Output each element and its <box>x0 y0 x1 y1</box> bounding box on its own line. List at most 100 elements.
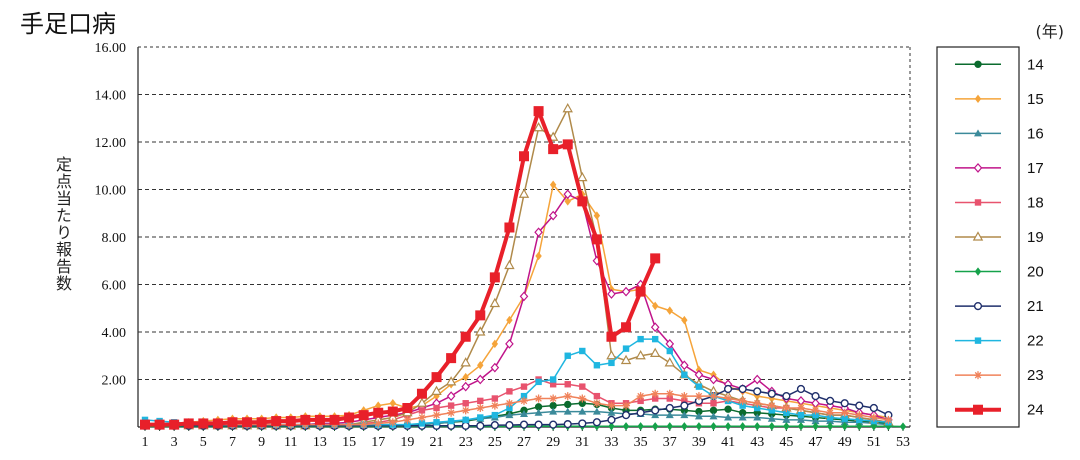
legend: 14 15 16 17 18 19 20 21 22 23 24 <box>936 46 1044 428</box>
data-point <box>666 422 673 431</box>
legend-label: 14 <box>1027 56 1044 73</box>
data-point <box>549 420 558 429</box>
legend-label: 24 <box>1027 402 1044 419</box>
data-point <box>620 354 632 365</box>
data-point <box>431 372 442 383</box>
data-point <box>651 335 659 343</box>
data-point <box>519 420 529 429</box>
x-tick-label: 7 <box>229 435 236 450</box>
x-tick-label: 9 <box>258 435 265 450</box>
data-point <box>593 211 601 220</box>
data-point <box>608 422 615 431</box>
data-point <box>768 394 776 403</box>
y-tick-label: 12.00 <box>95 136 127 151</box>
data-point <box>329 414 340 425</box>
data-point <box>462 372 469 382</box>
data-point <box>404 421 411 428</box>
data-point <box>345 420 354 429</box>
data-point <box>635 286 646 297</box>
y-tick-label: 16.00 <box>95 41 127 56</box>
data-point <box>768 407 776 414</box>
x-axis-ticks: 1 3 5 7 9 11 13 15 17 19 21 23 25 27 29 31 33 35 37 39 41 43 4… <box>142 427 910 450</box>
data-point <box>431 385 442 395</box>
x-tick-label: 49 <box>838 435 852 450</box>
data-point <box>490 421 499 430</box>
data-point <box>227 417 238 428</box>
data-point <box>694 392 703 401</box>
x-tick-label: 29 <box>546 435 560 450</box>
data-point <box>460 331 471 342</box>
data-point <box>723 384 733 394</box>
x-tick-label: 45 <box>779 435 793 450</box>
data-point <box>607 401 616 410</box>
data-point <box>974 60 982 68</box>
y-tick-label: 2.00 <box>102 374 127 389</box>
legend-label: 21 <box>1027 298 1044 315</box>
data-point <box>461 381 470 392</box>
series-line <box>145 393 889 426</box>
legend-unit-label: (年) <box>1035 22 1065 41</box>
data-point <box>621 411 631 420</box>
data-point <box>973 301 983 311</box>
series-15 <box>141 180 892 429</box>
data-point <box>650 322 660 333</box>
data-point <box>782 415 791 423</box>
data-point <box>506 388 513 395</box>
data-point <box>506 404 513 412</box>
legend-label: 16 <box>1027 125 1044 142</box>
data-point <box>563 392 572 401</box>
data-point <box>579 383 586 390</box>
data-point <box>637 335 644 343</box>
x-tick-label: 51 <box>867 435 881 450</box>
data-point <box>651 301 659 311</box>
data-point <box>972 231 984 241</box>
data-point <box>140 419 150 430</box>
data-point <box>491 411 499 419</box>
data-point <box>840 399 849 408</box>
data-point <box>856 422 863 431</box>
data-point <box>593 362 601 369</box>
data-point <box>564 352 571 359</box>
data-point <box>504 259 515 270</box>
legend-label: 20 <box>1027 264 1044 281</box>
data-point <box>505 338 514 349</box>
data-point <box>593 392 601 400</box>
data-point <box>797 422 805 431</box>
data-point <box>592 407 601 415</box>
data-point <box>389 399 397 408</box>
data-point <box>681 397 688 405</box>
data-point <box>402 403 413 413</box>
data-point <box>637 422 644 431</box>
data-point <box>606 331 617 342</box>
data-point <box>607 289 616 299</box>
data-point <box>519 291 529 302</box>
data-point <box>535 251 542 261</box>
data-point <box>651 411 660 419</box>
data-point <box>505 411 514 419</box>
data-point <box>549 376 557 383</box>
legend-item-20: 20 <box>955 264 1044 281</box>
data-point <box>666 306 673 315</box>
data-point <box>548 210 558 221</box>
data-point <box>212 418 223 429</box>
data-point <box>841 415 848 422</box>
x-tick-label: 13 <box>313 435 327 450</box>
data-point <box>738 384 747 394</box>
series-lines <box>139 103 907 431</box>
legend-item-15: 15 <box>955 91 1044 108</box>
data-point <box>520 409 528 417</box>
data-point <box>782 392 791 401</box>
data-point <box>796 404 805 412</box>
data-point <box>461 406 470 415</box>
data-point <box>651 422 659 431</box>
data-point <box>475 374 485 385</box>
data-point <box>520 392 528 400</box>
data-point <box>974 267 982 276</box>
data-point <box>826 422 834 431</box>
data-point <box>490 401 499 410</box>
data-point <box>973 162 983 173</box>
data-point <box>826 396 835 405</box>
data-point <box>884 415 893 424</box>
data-point <box>783 409 790 416</box>
data-point <box>548 144 559 155</box>
